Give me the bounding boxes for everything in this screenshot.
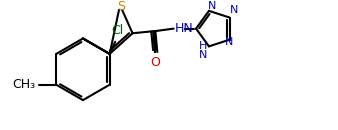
- Text: O: O: [150, 56, 160, 69]
- Text: S: S: [117, 0, 125, 13]
- Text: N: N: [230, 5, 238, 15]
- Text: H
N: H N: [199, 41, 208, 60]
- Text: CH₃: CH₃: [13, 78, 36, 91]
- Text: HN: HN: [174, 22, 193, 35]
- Text: N: N: [225, 37, 234, 47]
- Text: Cl: Cl: [111, 24, 123, 37]
- Text: N: N: [208, 1, 216, 11]
